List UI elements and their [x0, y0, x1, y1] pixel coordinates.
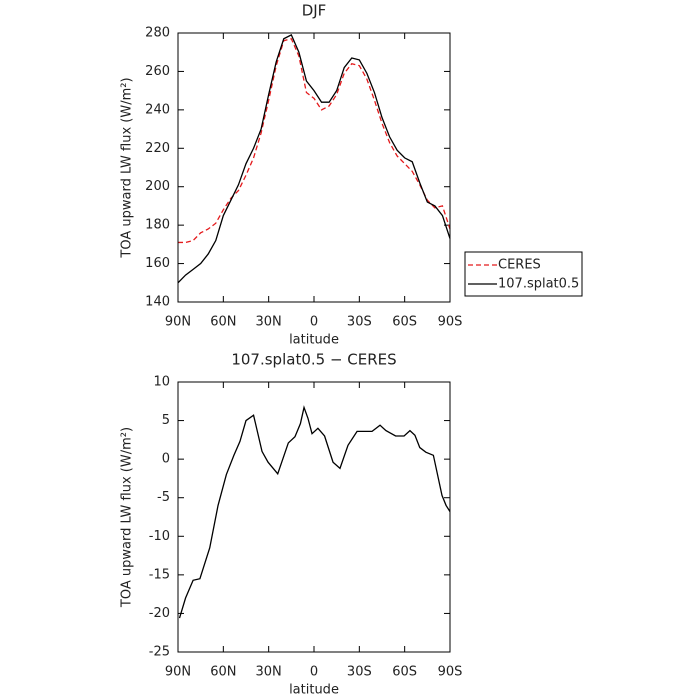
y-tick-label: 0	[162, 452, 170, 467]
legend-label: 107.splat0.5	[498, 277, 579, 292]
plot-frame	[177, 381, 451, 653]
x-tick-label: 90N	[165, 315, 191, 330]
y-tick-label: 5	[162, 413, 170, 428]
series-line	[177, 34, 451, 284]
x-axis-label: latitude	[289, 683, 339, 698]
y-tick-label: 10	[153, 375, 170, 390]
y-tick-label: 140	[145, 295, 170, 310]
y-tick-label: 200	[145, 179, 170, 194]
x-tick-label: 30S	[347, 315, 372, 330]
x-tick-label: 0	[310, 315, 318, 330]
y-axis-label: TOA upward LW flux (W/m²)	[120, 77, 135, 258]
x-tick-label: 30N	[256, 665, 282, 680]
series-line	[178, 37, 451, 244]
x-tick-label: 60N	[210, 315, 236, 330]
chart-title: DJF	[302, 2, 327, 20]
legend-label: CERES	[498, 258, 541, 273]
y-tick-label: -15	[149, 567, 170, 582]
x-tick-label: 60N	[210, 665, 236, 680]
y-tick-label: 280	[145, 26, 170, 41]
y-tick-label: 260	[145, 64, 170, 79]
x-tick-label: 30S	[347, 665, 372, 680]
y-axis-label: TOA upward LW flux (W/m²)	[120, 427, 135, 608]
y-tick-label: 180	[145, 218, 170, 233]
x-tick-label: 0	[310, 665, 318, 680]
series-line	[178, 405, 451, 619]
plot-frame	[177, 32, 451, 303]
chart-title: 107.splat0.5 − CERES	[231, 351, 396, 369]
y-tick-label: 220	[145, 141, 170, 156]
x-tick-label: 90S	[438, 665, 463, 680]
y-tick-label: -25	[149, 645, 170, 660]
x-tick-label: 30N	[256, 315, 282, 330]
x-tick-label: 90S	[438, 315, 463, 330]
x-axis-label: latitude	[289, 333, 339, 348]
x-tick-label: 90N	[165, 665, 191, 680]
x-tick-label: 60S	[392, 665, 417, 680]
y-tick-label: 160	[145, 256, 170, 271]
y-tick-label: -5	[157, 490, 170, 505]
legend-box	[464, 251, 583, 297]
y-tick-label: -10	[149, 529, 170, 544]
x-tick-label: 60S	[392, 315, 417, 330]
y-tick-label: 240	[145, 102, 170, 117]
y-tick-label: -20	[149, 606, 170, 621]
